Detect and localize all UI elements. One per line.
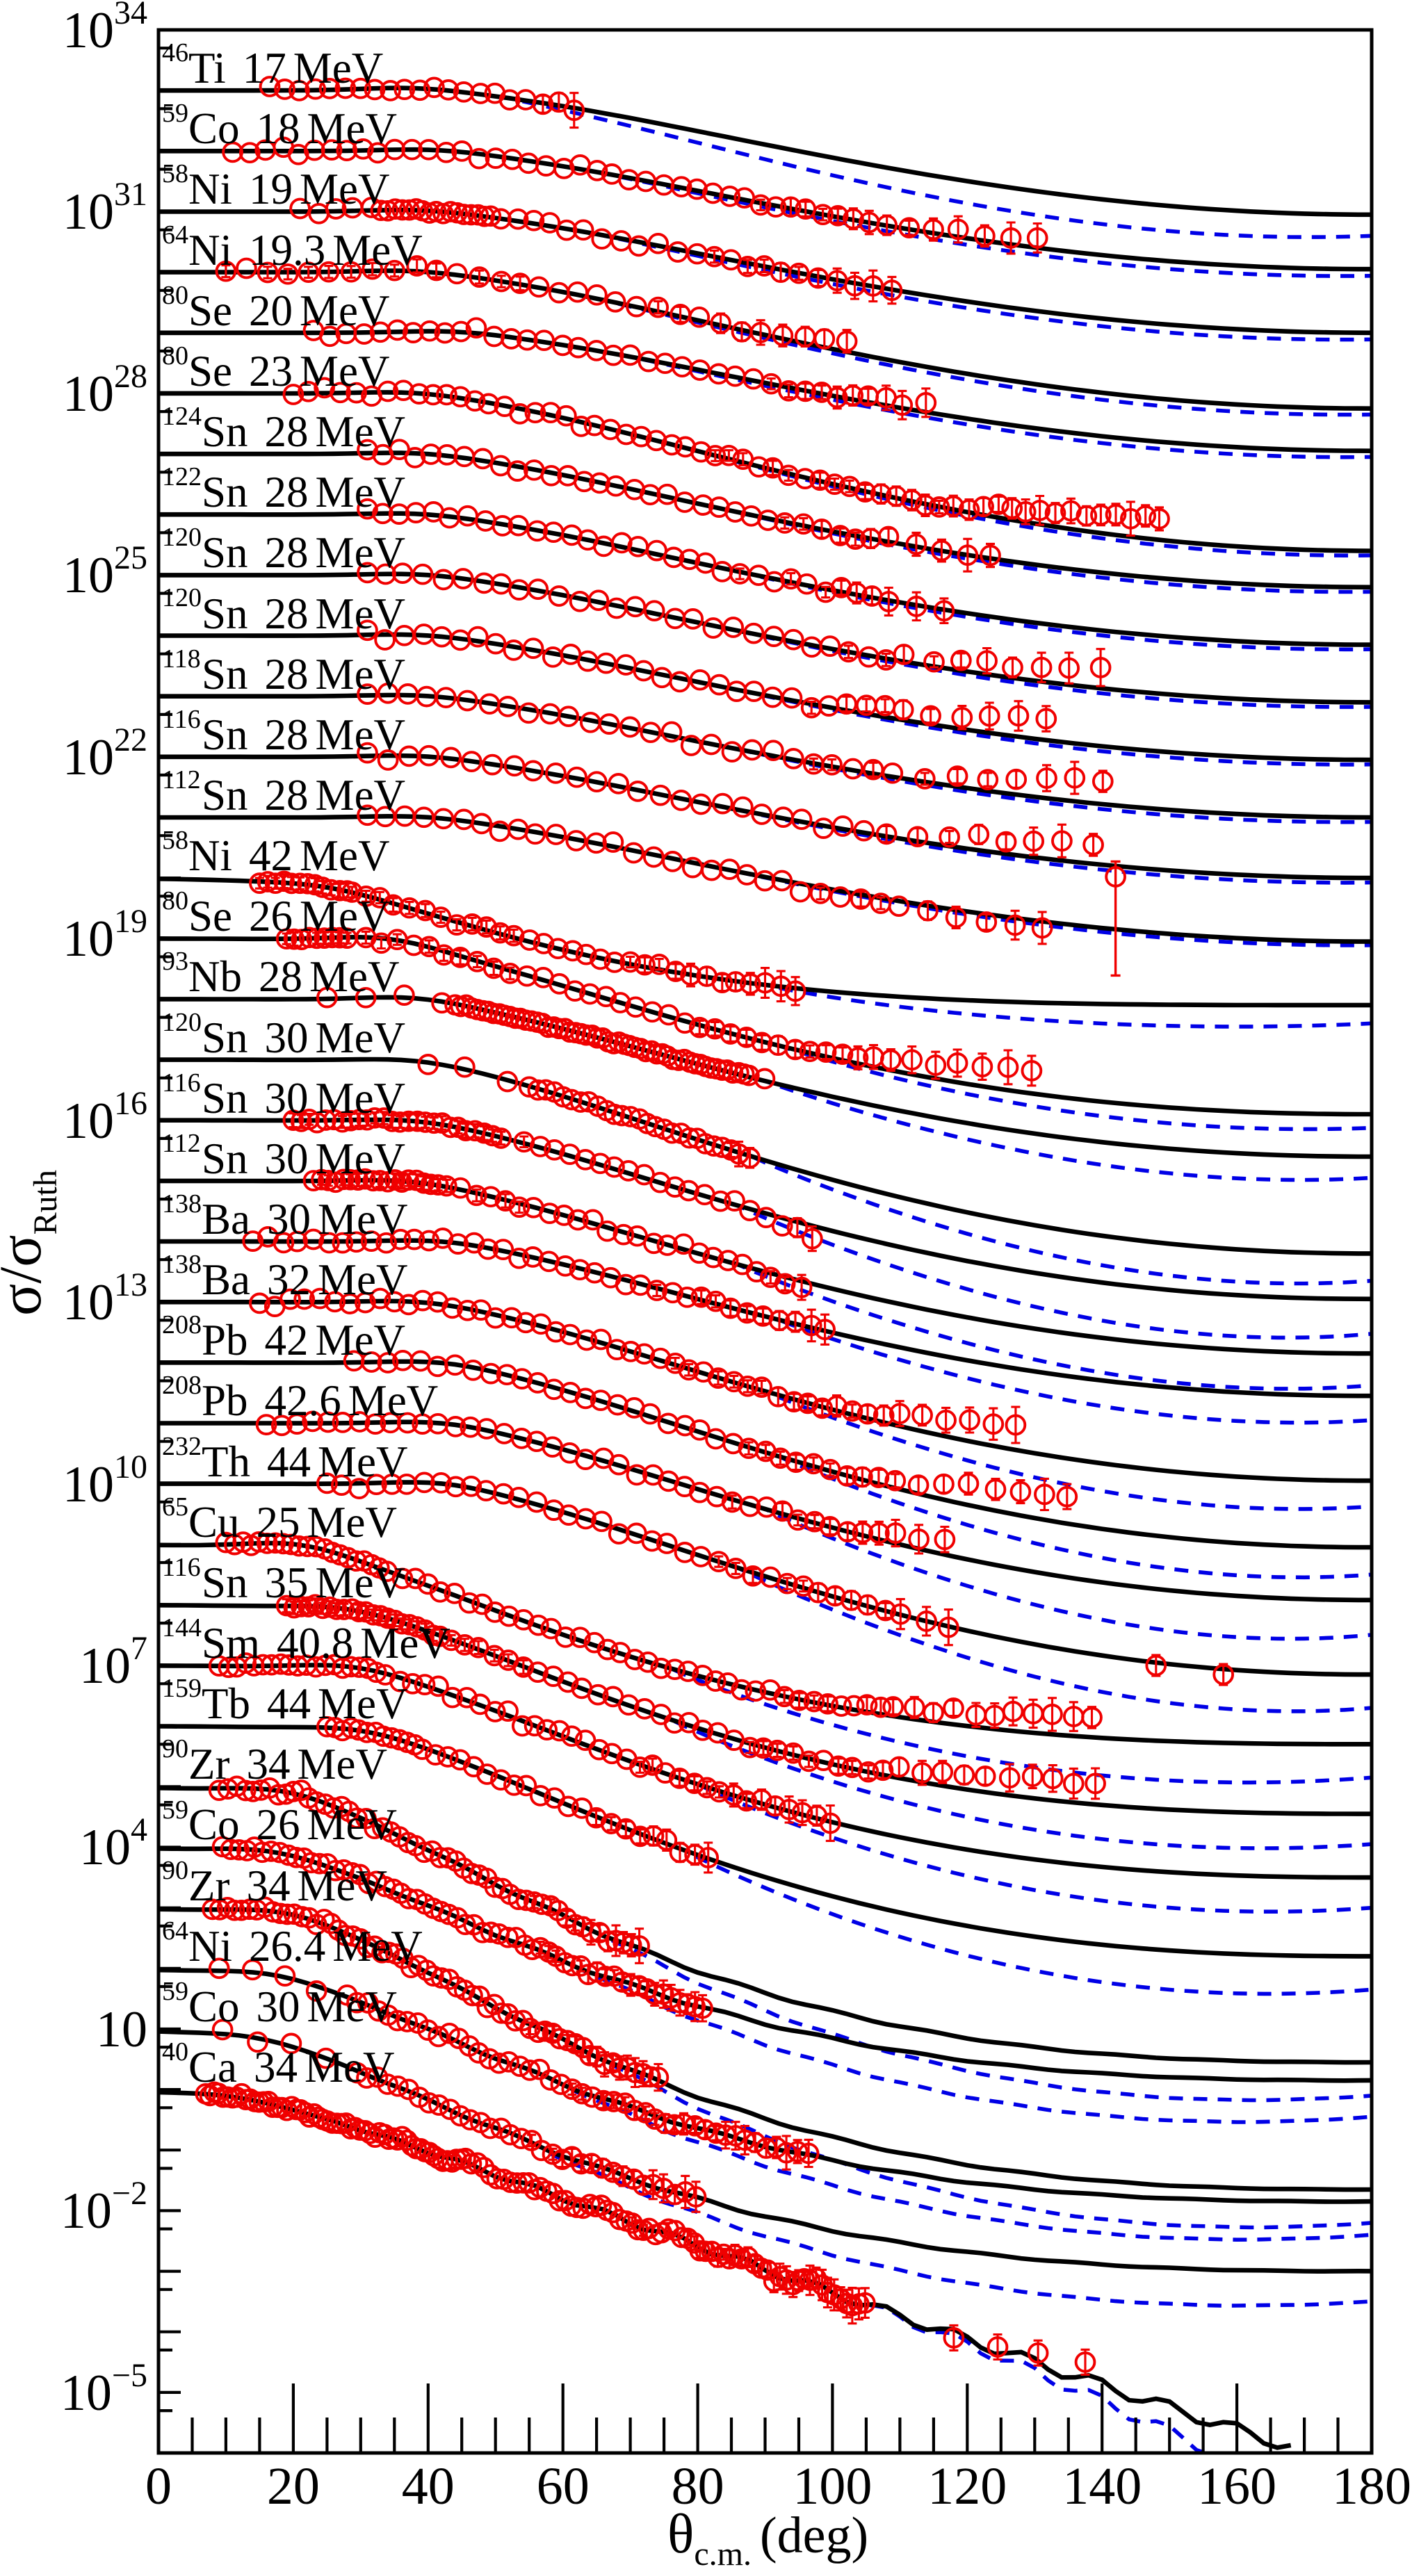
svg-text:58: 58 <box>162 826 188 855</box>
svg-text:64: 64 <box>162 220 188 250</box>
svg-text:140: 140 <box>1062 2457 1142 2516</box>
svg-text:1013: 1013 <box>63 1266 147 1331</box>
svg-text:122: 122 <box>162 462 202 491</box>
svg-text:138: 138 <box>162 1189 202 1218</box>
svg-text:80: 80 <box>672 2457 724 2516</box>
svg-text:100: 100 <box>793 2457 872 2516</box>
svg-text:120: 120 <box>162 523 202 552</box>
svg-text:10: 10 <box>96 2001 147 2058</box>
svg-text:104: 104 <box>79 1811 147 1876</box>
svg-text:20: 20 <box>267 2457 320 2516</box>
svg-text:90: 90 <box>162 1734 188 1763</box>
svg-text:59: 59 <box>162 99 188 128</box>
svg-text:90: 90 <box>162 1856 188 1885</box>
svg-text:1022: 1022 <box>63 722 147 786</box>
svg-text:138: 138 <box>162 1250 202 1279</box>
svg-text:124: 124 <box>162 402 202 431</box>
svg-text:116: 116 <box>162 705 201 734</box>
svg-text:160: 160 <box>1197 2457 1276 2516</box>
svg-text:232: 232 <box>162 1432 202 1461</box>
svg-text:159: 159 <box>162 1674 202 1703</box>
svg-text:120: 120 <box>162 1008 202 1037</box>
svg-text:64: 64 <box>162 1916 188 1946</box>
svg-text:60: 60 <box>537 2457 590 2516</box>
svg-text:59: 59 <box>162 1795 188 1825</box>
svg-text:40: 40 <box>162 2037 188 2066</box>
svg-text:116: 116 <box>162 1553 201 1582</box>
svg-text:208: 208 <box>162 1371 202 1400</box>
svg-text:65: 65 <box>162 1492 188 1522</box>
svg-text:0: 0 <box>145 2457 172 2516</box>
svg-text:80: 80 <box>162 886 188 915</box>
svg-text:116: 116 <box>162 1068 201 1098</box>
svg-text:93: 93 <box>162 947 188 976</box>
svg-text:120: 120 <box>927 2457 1007 2516</box>
svg-text:1019: 1019 <box>63 903 147 968</box>
svg-text:40: 40 <box>402 2457 455 2516</box>
svg-text:112: 112 <box>162 765 201 794</box>
svg-text:144: 144 <box>162 1613 202 1642</box>
svg-text:58: 58 <box>162 159 188 188</box>
svg-text:80: 80 <box>162 281 188 310</box>
svg-text:208: 208 <box>162 1310 202 1339</box>
svg-text:112: 112 <box>162 1129 201 1158</box>
svg-text:180: 180 <box>1332 2457 1411 2516</box>
svg-text:80: 80 <box>162 341 188 370</box>
svg-text:118: 118 <box>162 644 201 674</box>
svg-text:1028: 1028 <box>63 358 147 423</box>
svg-text:120: 120 <box>162 583 202 612</box>
svg-text:59: 59 <box>162 1977 188 2006</box>
svg-text:46: 46 <box>162 38 188 67</box>
svg-text:σ/σRuth: σ/σRuth <box>0 1170 64 1316</box>
